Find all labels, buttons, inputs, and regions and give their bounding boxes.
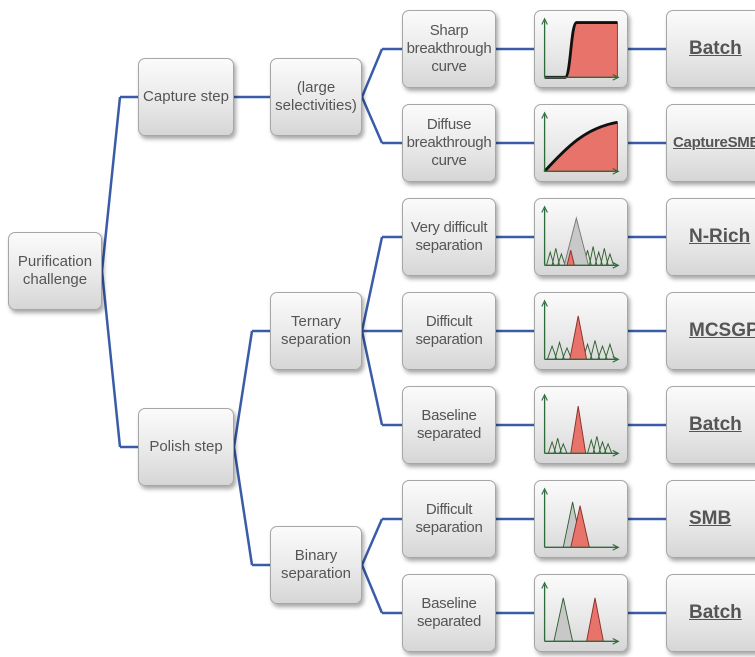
case-label-node-4: Difficult separation (402, 292, 496, 370)
chromatogram-thumbnail-diffuse-breakthrough (534, 104, 628, 182)
chart-svg (541, 581, 620, 645)
binary-link-diag-0 (360, 518, 384, 566)
root-link-diag-1 (100, 270, 122, 448)
method-label: Batch (689, 602, 742, 623)
large-selectivities-node: (large selectivities) (270, 58, 362, 136)
axis-lines (543, 584, 618, 642)
method-node-capturesmb: CaptureSMB (666, 104, 755, 182)
method-node-smb: SMB (666, 480, 755, 558)
selectivity-link-diag-0 (360, 48, 384, 98)
x-axis-arrow (612, 261, 620, 269)
axis-lines (543, 302, 618, 360)
large-selectivities-label: (large selectivities) (275, 79, 357, 114)
case-label-text: Very difficult separation (410, 219, 488, 254)
x-axis-arrow (612, 449, 620, 457)
capture-step-label: Capture step (143, 88, 229, 105)
method-label: Batch (689, 414, 742, 435)
y-axis-arrow (541, 299, 548, 307)
axis-lines (543, 20, 618, 78)
chromatogram-thumbnail-sharp-breakthrough (534, 10, 628, 88)
y-axis-arrow (541, 487, 548, 495)
x-axis-arrow (612, 73, 620, 81)
method-label: CaptureSMB (673, 134, 755, 151)
case-label-node-1: Sharp breakthrough curve (402, 10, 496, 88)
case-label-node-3: Very difficult separation (402, 198, 496, 276)
purification-challenge-label: Purification challenge (17, 253, 93, 288)
y-axis-arrow (541, 205, 548, 213)
case-label-text: Baseline separated (416, 595, 482, 630)
method-node-batch: Batch (666, 10, 755, 88)
chromatogram-thumbnail-very-difficult-ternary (534, 198, 628, 276)
chromatogram-thumbnail-difficult-binary (534, 480, 628, 558)
case-label-node-7: Baseline separated (402, 574, 496, 652)
polish-link-diag-0 (232, 330, 254, 448)
x-axis-arrow (612, 637, 620, 645)
chart-svg (541, 299, 620, 363)
y-axis-arrow (541, 581, 548, 589)
product-peak (570, 406, 587, 454)
chromatogram-thumbnail-baseline-ternary (534, 386, 628, 464)
ternary-separation-node: Ternary separation (270, 292, 362, 370)
polish-link-diag-1 (232, 446, 254, 566)
y-axis-arrow (541, 111, 548, 119)
product-peak (586, 597, 604, 642)
x-axis-arrow (612, 355, 620, 363)
ternary-link-diag-0 (360, 236, 384, 332)
chart-svg (541, 487, 620, 551)
method-label: Batch (689, 38, 742, 59)
case-label-node-5: Baseline separated (402, 386, 496, 464)
axis-lines (543, 490, 618, 548)
case-label-text: Sharp breakthrough curve (406, 22, 492, 75)
case-label-text: Difficult separation (415, 501, 483, 536)
x-axis-arrow (612, 167, 620, 175)
breakthrough-curve (543, 120, 618, 173)
case-label-text: Difficult separation (415, 313, 483, 348)
polish-step-label: Polish step (149, 438, 223, 455)
weak-peak (553, 597, 574, 642)
product-peak (569, 315, 588, 360)
case-label-text: Diffuse breakthrough curve (406, 116, 492, 169)
product-area (543, 121, 618, 172)
method-label: MCSGP (689, 320, 755, 341)
axis-lines (543, 208, 618, 266)
capture-step-node: Capture step (138, 58, 234, 136)
selectivity-link-diag-1 (360, 96, 384, 144)
chromatogram-thumbnail-difficult-ternary (534, 292, 628, 370)
binary-separation-label: Binary separation (280, 547, 352, 582)
x-axis-arrow (612, 543, 620, 551)
case-label-text: Baseline separated (416, 407, 482, 442)
chart-svg (541, 111, 620, 175)
method-label: N-Rich (689, 226, 751, 247)
method-node-batch: Batch (666, 386, 755, 464)
method-node-mcsgp: MCSGP (666, 292, 755, 370)
chart-svg (541, 17, 620, 81)
chart-svg (541, 205, 620, 269)
method-label: SMB (689, 508, 732, 529)
chart-svg (541, 393, 620, 457)
ternary-separation-label: Ternary separation (280, 313, 352, 348)
binary-link-diag-1 (360, 564, 384, 614)
purification-challenge-node: Purification challenge (8, 232, 102, 310)
method-node-batch: Batch (666, 574, 755, 652)
y-axis-arrow (541, 393, 548, 401)
y-axis-arrow (541, 17, 548, 25)
axis-lines (543, 396, 618, 454)
ternary-link-diag-2 (360, 330, 384, 426)
overlap-peak (563, 216, 590, 266)
method-node-n-rich: N-Rich (666, 198, 755, 276)
chromatogram-thumbnail-baseline-binary (534, 574, 628, 652)
polish-step-node: Polish step (138, 408, 234, 486)
axis-lines (543, 114, 618, 172)
root-link-diag-0 (100, 96, 122, 272)
binary-separation-node: Binary separation (270, 526, 362, 604)
case-label-node-6: Difficult separation (402, 480, 496, 558)
case-label-node-2: Diffuse breakthrough curve (402, 104, 496, 182)
